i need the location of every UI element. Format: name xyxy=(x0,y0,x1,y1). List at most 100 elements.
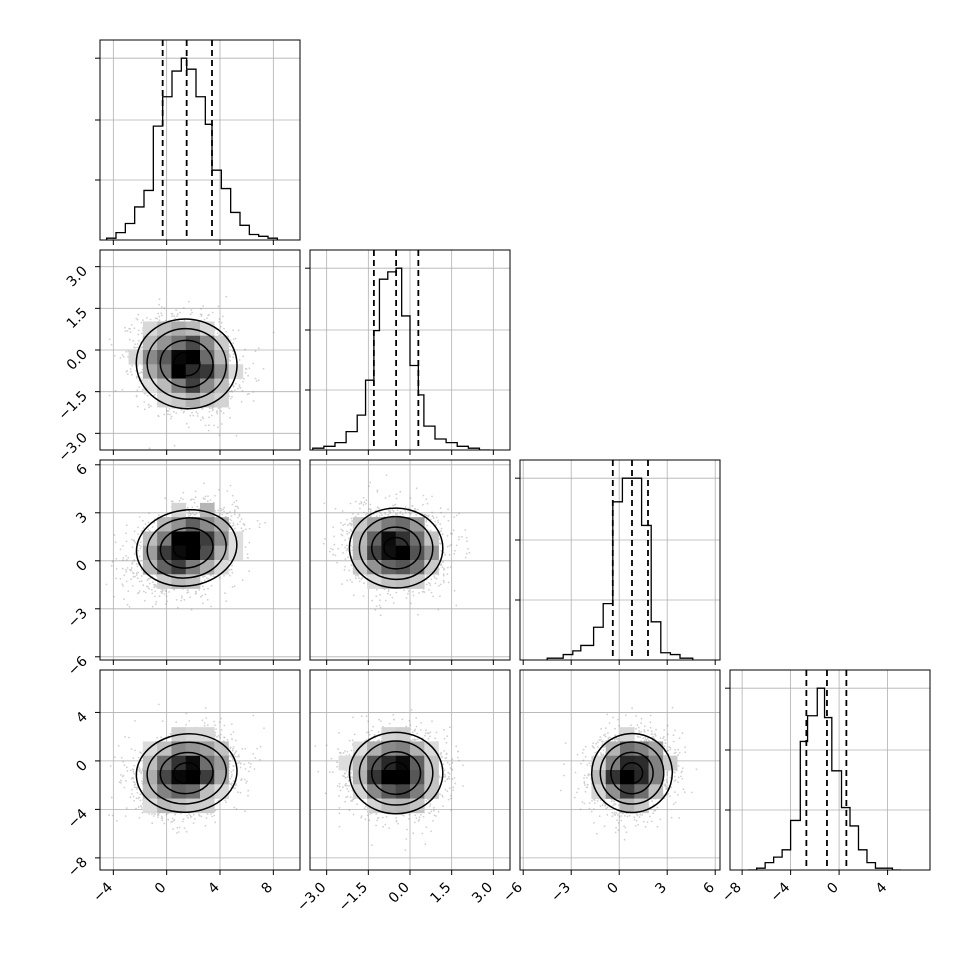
scatter-point xyxy=(234,389,236,392)
scatter-point xyxy=(234,527,236,530)
scatter-point xyxy=(154,393,156,396)
scatter-point xyxy=(219,326,222,328)
scatter-point xyxy=(218,318,221,321)
scatter-point xyxy=(254,377,257,380)
scatter-point xyxy=(110,564,113,567)
scatter-point xyxy=(148,530,151,532)
scatter-point xyxy=(243,524,246,527)
density-cell xyxy=(171,392,187,408)
scatter-point xyxy=(230,389,233,392)
scatter-point xyxy=(228,356,231,358)
scatter-point xyxy=(208,416,211,419)
scatter-point xyxy=(130,578,132,581)
scatter-point xyxy=(166,410,169,412)
scatter-point xyxy=(151,581,154,583)
scatter-point xyxy=(206,500,209,503)
scatter-point xyxy=(161,592,163,595)
scatter-point xyxy=(218,513,221,515)
scatter-point xyxy=(190,513,193,515)
scatter-point xyxy=(201,416,204,418)
density-cell xyxy=(214,350,229,365)
scatter-point xyxy=(199,313,202,316)
scatter-point xyxy=(136,577,139,580)
scatter-point xyxy=(200,596,202,598)
panel-frame xyxy=(99,459,301,661)
scatter-point xyxy=(140,575,143,577)
scatter-point xyxy=(167,410,170,412)
scatter-point xyxy=(192,414,195,417)
scatter-point xyxy=(229,518,231,521)
scatter-point xyxy=(243,523,246,526)
scatter-point xyxy=(243,377,245,380)
scatter-point xyxy=(115,568,118,570)
scatter-point xyxy=(174,317,177,320)
density-cell xyxy=(200,545,215,561)
scatter-point xyxy=(148,403,150,406)
scatter-point xyxy=(139,547,142,550)
scatter-point xyxy=(136,375,138,378)
scatter-point xyxy=(191,512,194,514)
scatter-point xyxy=(111,561,114,563)
scatter-point xyxy=(209,499,212,501)
scatter-point xyxy=(125,570,128,573)
contour-line xyxy=(146,327,227,400)
scatter-point xyxy=(158,315,161,318)
histogram-step xyxy=(106,57,278,240)
scatter-point xyxy=(134,541,136,544)
scatter-point xyxy=(112,560,114,562)
contour-line xyxy=(172,537,201,559)
scatter-point xyxy=(127,590,130,593)
scatter-point xyxy=(131,538,133,541)
scatter-point xyxy=(136,389,139,392)
density-cell xyxy=(185,545,201,561)
scatter-point xyxy=(200,308,203,310)
scatter-point xyxy=(146,394,149,397)
density-cell xyxy=(157,560,172,575)
scatter-point xyxy=(135,394,138,397)
scatter-point xyxy=(121,583,124,586)
scatter-point xyxy=(122,355,125,358)
density-cell xyxy=(142,335,158,351)
scatter-point xyxy=(224,592,226,594)
scatter-point xyxy=(179,311,181,314)
scatter-point xyxy=(194,490,197,493)
scatter-point xyxy=(142,590,145,593)
scatter-point xyxy=(196,415,199,417)
scatter-point xyxy=(164,319,167,322)
scatter-point xyxy=(228,395,231,397)
hist-panel-0 xyxy=(95,39,301,245)
scatter-point xyxy=(204,575,206,578)
scatter-point xyxy=(137,333,140,336)
scatter-point xyxy=(226,490,229,492)
scatter-point xyxy=(182,411,185,414)
scatter-point xyxy=(248,541,251,544)
scatter-point xyxy=(186,506,189,509)
scatter-point xyxy=(234,509,236,511)
scatter-point xyxy=(135,377,138,379)
scatter-point xyxy=(231,525,234,527)
scatter-point xyxy=(354,500,357,503)
scatter-point xyxy=(160,306,163,308)
scatter-point xyxy=(232,386,235,388)
scatter-point xyxy=(141,346,144,349)
scatter-point xyxy=(208,424,210,427)
density-cell xyxy=(157,392,172,408)
scatter-point xyxy=(176,315,179,317)
scatter-point xyxy=(258,526,261,529)
scatter-point xyxy=(136,364,139,367)
scatter-point xyxy=(231,586,234,588)
y-tick-label: 0 xyxy=(73,557,91,575)
scatter-point xyxy=(209,574,212,577)
density-cell xyxy=(185,335,201,351)
scatter-point xyxy=(233,585,236,588)
scatter-point xyxy=(216,412,219,415)
density-cell xyxy=(171,350,187,365)
scatter-point xyxy=(123,598,125,601)
scatter-point xyxy=(256,519,259,522)
scatter-point xyxy=(236,523,239,526)
scatter-point xyxy=(192,498,195,501)
scatter-point xyxy=(121,354,124,356)
y-tick-label: 6 xyxy=(73,461,91,479)
scatter-point xyxy=(144,523,147,526)
